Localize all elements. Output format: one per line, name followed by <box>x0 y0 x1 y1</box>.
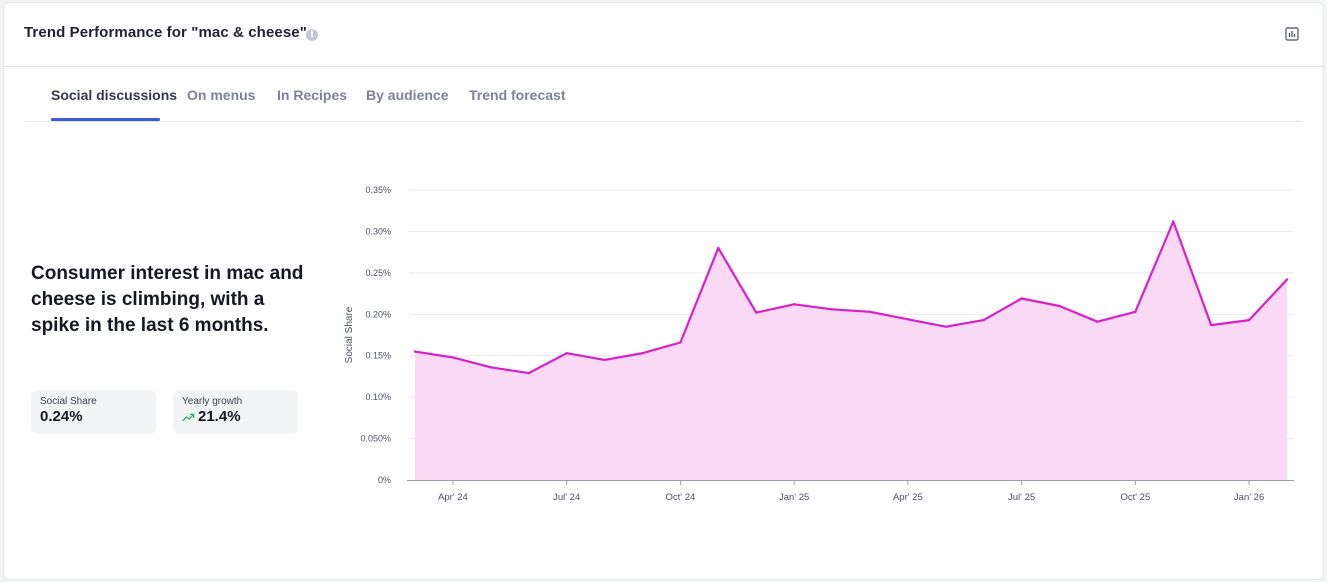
tab-social-discussions[interactable]: Social discussions <box>51 87 178 103</box>
x-tick-label: Oct' 25 <box>1120 492 1150 503</box>
data-point <box>413 350 417 353</box>
y-tick-label: 0.10% <box>365 392 391 402</box>
data-point <box>1096 320 1099 323</box>
data-point <box>1285 278 1289 281</box>
data-point <box>906 318 910 321</box>
data-point <box>1172 220 1175 223</box>
social-share-stat: Social Share 0.24% <box>31 390 156 434</box>
data-point <box>755 311 758 314</box>
x-tick-label: Jan' 25 <box>779 492 809 503</box>
chart-svg: 0% 0.050% 0.10% 0.15% 0.20% 0.25% 0.30% 0.35% So… <box>344 185 1294 503</box>
trending-up-icon <box>182 413 195 422</box>
yearly-growth-value: 21.4% <box>198 408 241 425</box>
tab-by-audience[interactable]: By audience <box>366 87 449 103</box>
data-point <box>717 246 720 250</box>
tab-trend-forecast[interactable]: Trend forecast <box>469 87 566 103</box>
data-point <box>830 308 834 311</box>
trend-performance-card: Trend Performance for "mac & cheese" i S… <box>3 2 1324 580</box>
tab-on-menus[interactable]: On menus <box>187 87 256 103</box>
x-tick-label: Oct' 24 <box>665 492 695 503</box>
y-tick-label: 0% <box>378 475 391 485</box>
x-tick-label: Jul' 25 <box>1008 492 1035 503</box>
data-point <box>489 366 493 369</box>
x-tick-label: Jan' 26 <box>1234 492 1264 503</box>
data-point <box>603 358 606 362</box>
data-point <box>527 371 530 375</box>
data-point <box>1247 318 1251 322</box>
data-point <box>451 356 455 359</box>
x-tick-label: Jul' 24 <box>553 492 580 503</box>
active-tab-indicator <box>51 118 160 121</box>
social-share-label: Social Share <box>40 396 97 407</box>
data-point <box>944 325 947 328</box>
y-axis-title: Social Share <box>344 306 355 363</box>
data-point <box>1058 304 1061 308</box>
data-point <box>1134 310 1137 313</box>
data-point <box>565 352 568 355</box>
y-tick-label: 0.20% <box>365 309 391 319</box>
social-share-value: 0.24% <box>40 408 83 425</box>
y-tick-label: 0.35% <box>365 185 391 195</box>
x-tick-label: Apr' 25 <box>893 492 923 503</box>
series-area <box>415 221 1287 480</box>
series-line <box>414 220 1288 375</box>
data-point <box>679 341 682 344</box>
y-tick-label: 0.25% <box>365 268 391 278</box>
data-point <box>868 310 872 313</box>
x-tick-label: Apr' 24 <box>438 492 468 503</box>
data-point <box>641 352 644 355</box>
bar-chart-icon[interactable] <box>1285 27 1299 41</box>
data-point <box>1209 323 1213 327</box>
tab-bar: Social discussions On menus In Recipes B… <box>25 68 1302 122</box>
yearly-growth-label: Yearly growth <box>182 396 243 407</box>
y-tick-label: 0.050% <box>360 434 391 444</box>
data-point <box>1020 297 1023 300</box>
y-tick-label: 0.15% <box>365 351 391 361</box>
y-tick-label: 0.30% <box>365 226 391 236</box>
data-point <box>982 318 985 322</box>
tab-in-recipes[interactable]: In Recipes <box>277 87 348 103</box>
summary-headline: Consumer interest in mac and cheese is c… <box>31 263 304 336</box>
info-icon[interactable]: i <box>306 29 318 41</box>
yearly-growth-stat: Yearly growth 21.4% <box>173 390 298 434</box>
card-title: Trend Performance for "mac & cheese" <box>24 24 307 41</box>
card-header: Trend Performance for "mac & cheese" i <box>4 3 1323 67</box>
data-point <box>792 303 796 306</box>
social-share-chart: 0% 0.050% 0.10% 0.15% 0.20% 0.25% 0.30% 0.35% So… <box>334 178 1314 523</box>
yearly-growth-row: 21.4% <box>182 408 289 426</box>
